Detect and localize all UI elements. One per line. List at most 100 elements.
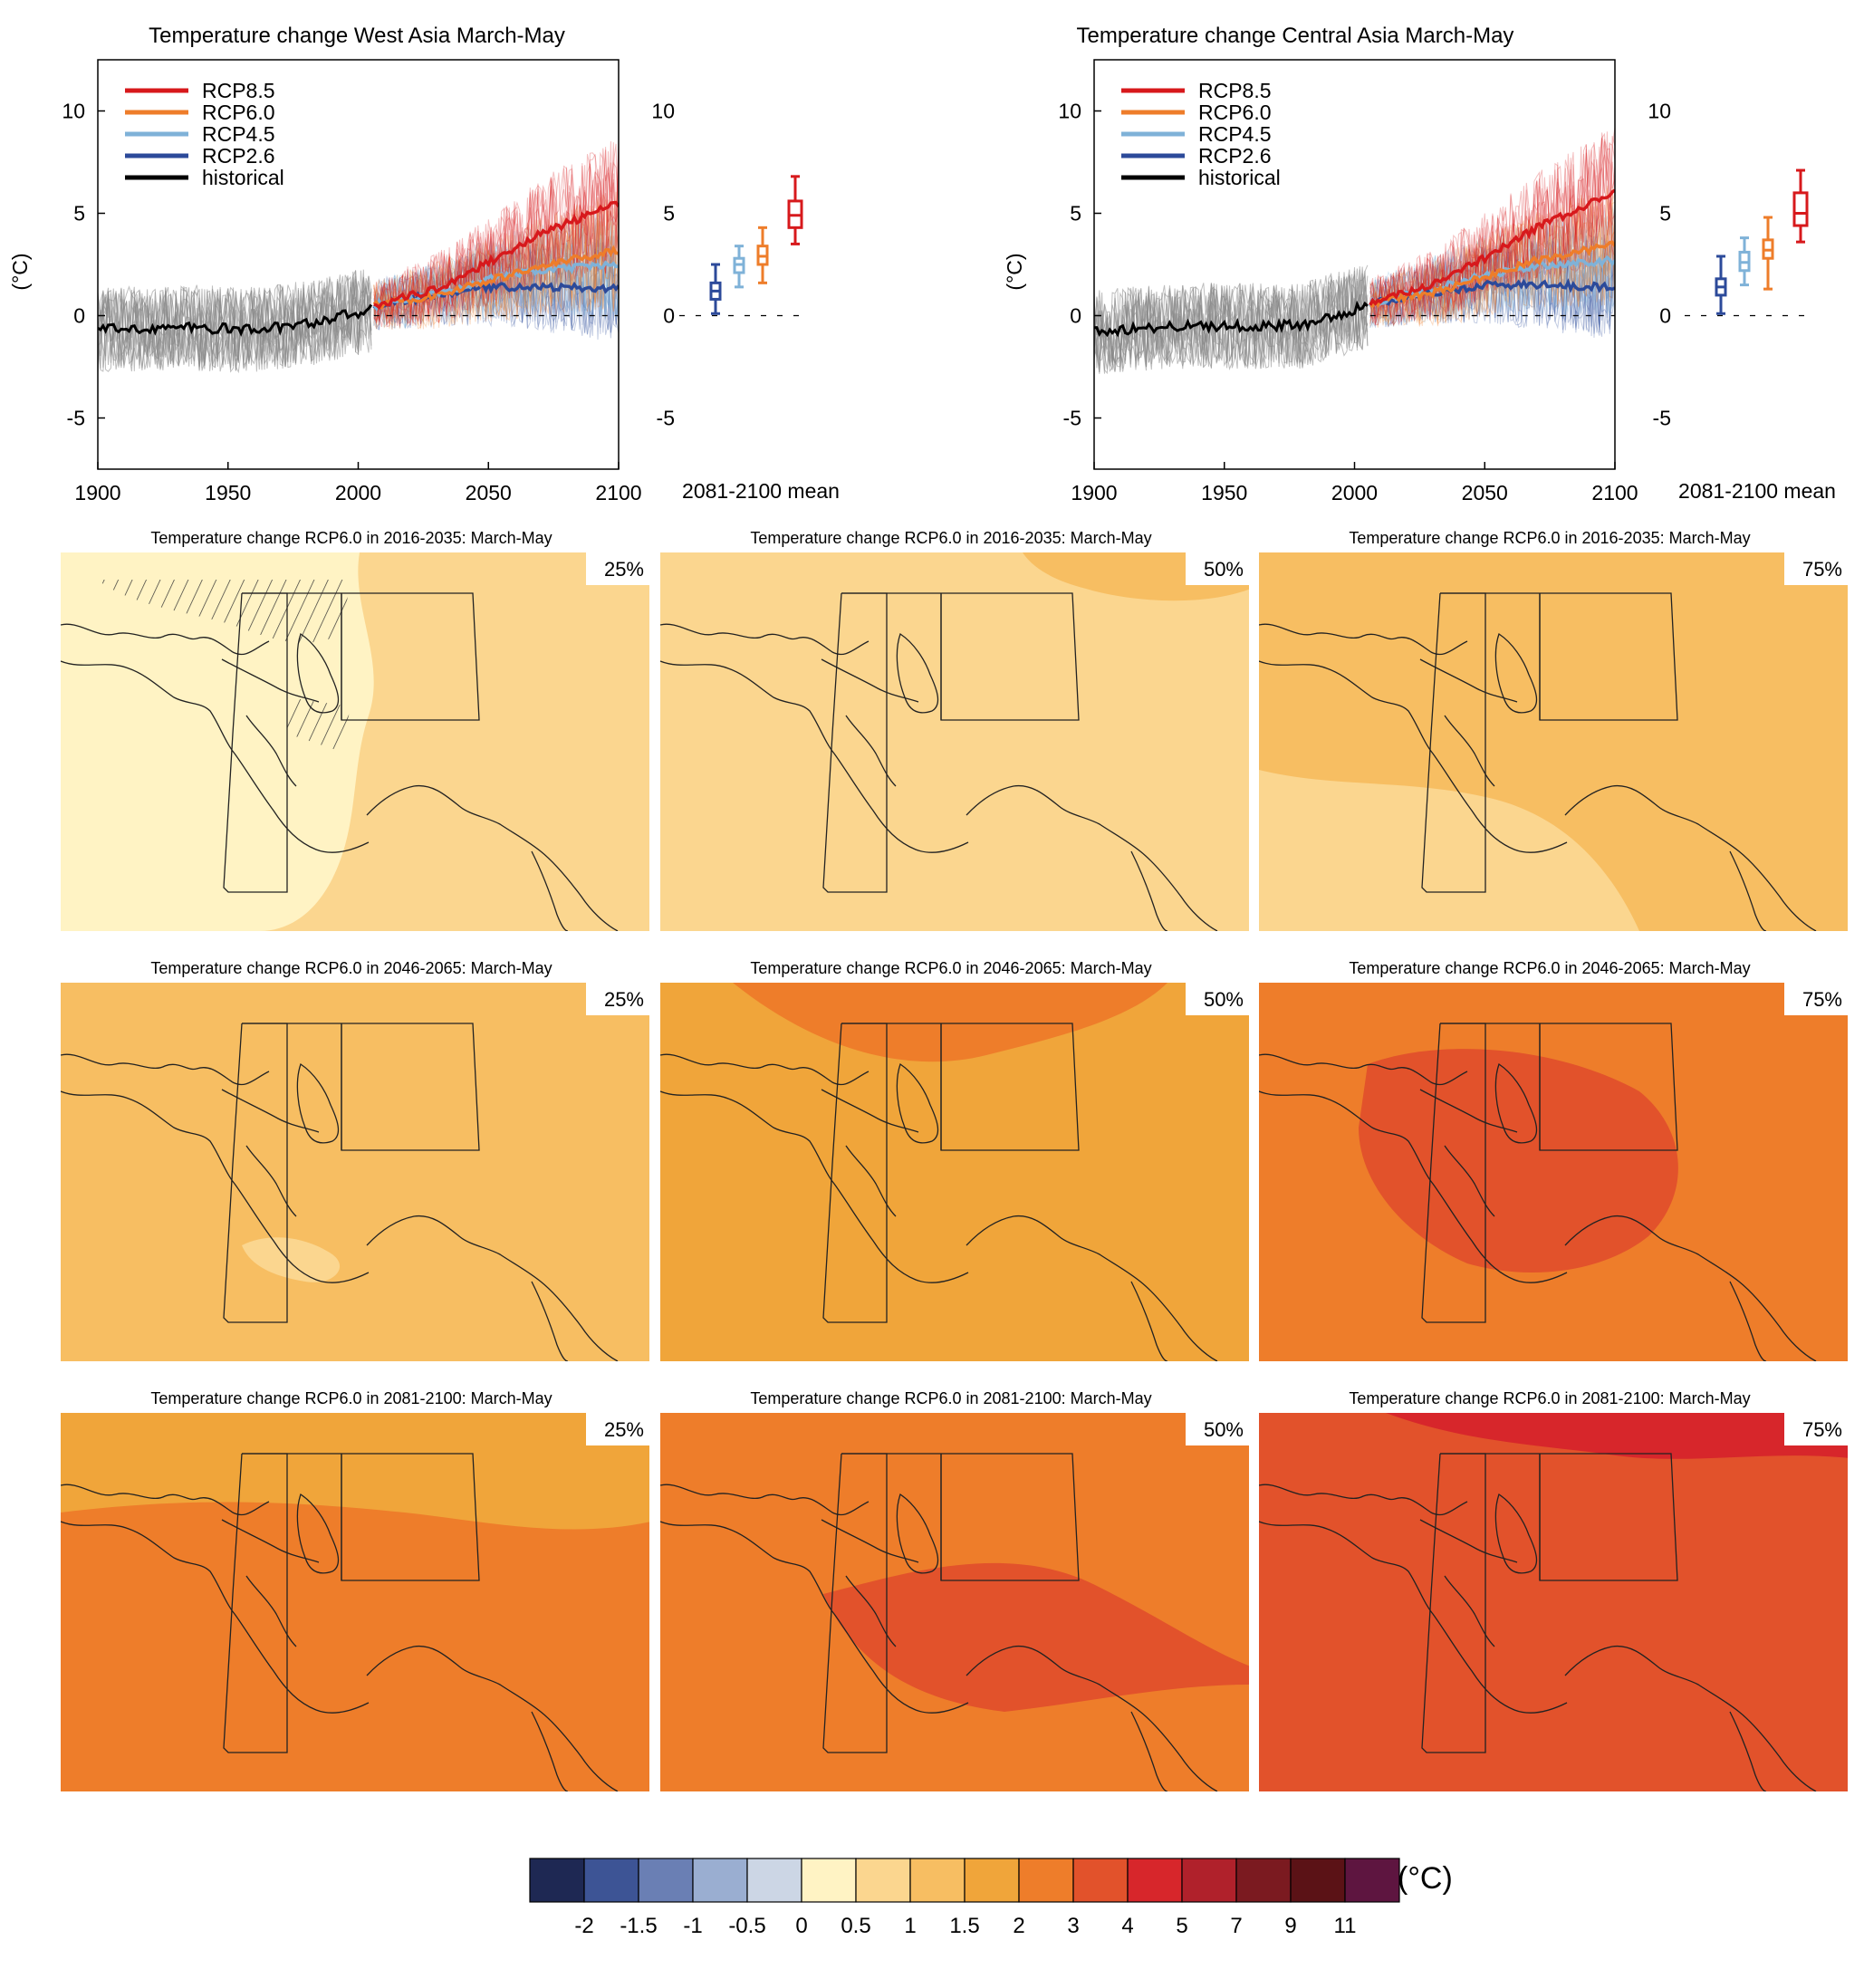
x-tick-label: 1900	[74, 481, 120, 504]
colorbar-tick-label: 2	[1013, 1914, 1024, 1938]
y-tick-label-right: -5	[657, 407, 675, 430]
scenario-member-line	[1369, 139, 1615, 326]
historical-member-line	[1094, 273, 1369, 375]
scenario-member-line	[1369, 187, 1615, 327]
legend-label-rcp45: RCP4.5	[202, 122, 275, 146]
map-grid: Temperature change RCP6.0 in 2016-2035: …	[61, 529, 1850, 1791]
coastline	[366, 1215, 619, 1361]
colorbar-tick-label: 7	[1230, 1914, 1242, 1938]
coastline	[660, 1090, 969, 1283]
map-title: Temperature change RCP6.0 in 2016-2035: …	[150, 529, 552, 547]
scenario-member-line	[1369, 235, 1615, 333]
coastline	[61, 1053, 270, 1086]
colorbar-tick-label: 5	[1176, 1914, 1187, 1938]
x-tick-label: 2000	[1331, 481, 1378, 504]
colorbar-tick-label: 4	[1121, 1914, 1133, 1938]
map-panel: Temperature change RCP6.0 in 2016-2035: …	[660, 529, 1251, 931]
map-shaded-region	[1359, 1049, 1678, 1273]
map-field	[660, 552, 1249, 931]
y-tick-label-right: 10	[1648, 100, 1671, 123]
scenario-member-line	[1369, 244, 1615, 337]
percentile-label-bg	[1186, 1413, 1251, 1445]
legend-label-rcp45: RCP4.5	[1198, 122, 1272, 146]
colorbar-swatch	[746, 1858, 802, 1903]
map-hatch-region	[287, 697, 351, 752]
map-panel: Temperature change RCP6.0 in 2046-2065: …	[61, 959, 651, 1361]
colorbar-tick-label: -0.5	[728, 1914, 765, 1938]
percentile-label-bg	[1186, 552, 1251, 585]
coastline	[896, 1493, 939, 1574]
scenario-member-line	[1369, 142, 1615, 324]
coastline	[1729, 850, 1767, 931]
map-shaded-region	[733, 983, 1167, 1062]
scenario-member-line	[1369, 206, 1615, 329]
historical-mean-line	[98, 303, 373, 337]
coastline	[845, 1145, 897, 1217]
rcp85-mean-line	[373, 200, 619, 311]
coastline	[660, 1053, 870, 1086]
y-axis-label: (°C)	[8, 253, 32, 290]
coastline	[1130, 1281, 1168, 1361]
y-axis-label: (°C)	[1003, 253, 1026, 290]
legend-label-rcp85: RCP8.5	[202, 79, 275, 102]
map-field	[1259, 552, 1848, 931]
colorbar-tick-label: 11	[1334, 1914, 1357, 1938]
coastline	[966, 1215, 1218, 1361]
rcp60-mean-line	[1369, 240, 1615, 308]
colorbar-swatch	[1018, 1858, 1074, 1903]
map-title: Temperature change RCP6.0 in 2016-2035: …	[750, 529, 1151, 547]
colorbar-unit: (°C)	[1398, 1861, 1453, 1896]
colorbar-swatch	[583, 1858, 639, 1903]
legend-label-rcp26: RCP2.6	[202, 144, 275, 168]
coastline	[896, 1062, 939, 1144]
boxplot-rcp26	[1715, 255, 1727, 315]
coastline	[1729, 1711, 1767, 1791]
coastline	[296, 632, 340, 714]
coastline	[1444, 1575, 1495, 1647]
scenario-member-line	[373, 142, 619, 326]
scenario-member-line	[1369, 132, 1615, 324]
coastline	[531, 1281, 569, 1361]
map-title: Temperature change RCP6.0 in 2046-2065: …	[750, 959, 1151, 977]
coastline	[1259, 1484, 1468, 1516]
boxplot-rcp85	[787, 175, 803, 245]
boxplot-rcp45	[733, 245, 745, 289]
scenario-member-line	[1369, 210, 1615, 326]
box-axis-label: 2081-2100 mean	[1678, 479, 1836, 503]
coastline	[1494, 1062, 1538, 1144]
timeseries-west-asia: Temperature change West Asia March-May (…	[8, 24, 840, 504]
percentile-label-bg	[1186, 983, 1251, 1015]
colorbar-swatch	[529, 1858, 585, 1903]
coastline	[366, 784, 619, 931]
coastline	[1444, 715, 1495, 787]
colorbar-swatch	[801, 1858, 857, 1903]
percentile-label-bg	[1784, 983, 1850, 1015]
scenario-member-line	[1369, 213, 1615, 328]
boxplot-rcp60	[756, 226, 769, 284]
scenario-member-line	[373, 243, 619, 341]
x-tick-label: 1950	[1201, 481, 1247, 504]
scenario-member-line	[373, 154, 619, 323]
scenario-member-line	[373, 222, 619, 323]
map-shaded-region	[61, 1413, 649, 1530]
scenario-member-line	[373, 191, 619, 329]
map-base-field	[660, 552, 1249, 931]
y-tick-label: 10	[1058, 100, 1081, 123]
coastline	[1130, 1711, 1168, 1791]
map-field	[660, 983, 1249, 1361]
boxplot-rcp45	[1738, 236, 1751, 287]
box-axis-label: 2081-2100 mean	[682, 479, 840, 503]
coastline	[245, 715, 297, 787]
map-field	[1259, 1413, 1848, 1791]
percentile-label: 25%	[604, 558, 644, 581]
map-panel: Temperature change RCP6.0 in 2016-2035: …	[1259, 529, 1850, 931]
map-field	[61, 1413, 649, 1791]
percentile-label: 75%	[1802, 988, 1842, 1011]
scenario-member-line	[373, 205, 619, 325]
percentile-label-bg	[1784, 1413, 1850, 1445]
map-shaded-region	[1259, 770, 1639, 931]
scenario-member-line	[373, 140, 619, 328]
percentile-label-bg	[586, 1413, 651, 1445]
x-tick-label: 1950	[205, 481, 251, 504]
